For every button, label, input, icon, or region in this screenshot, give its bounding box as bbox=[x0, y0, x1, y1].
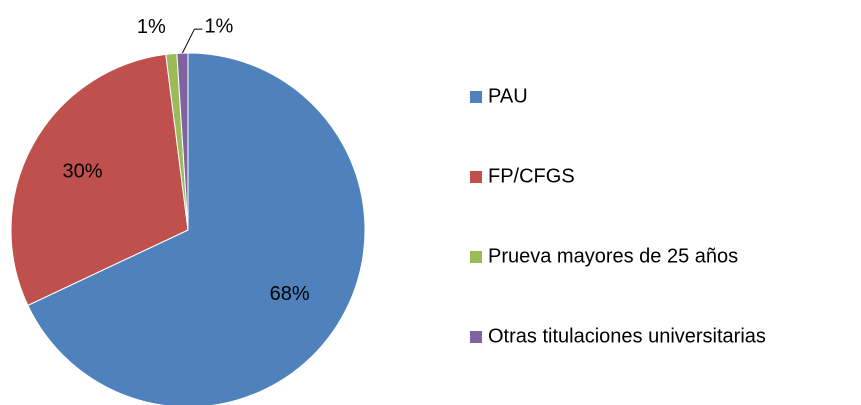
legend-swatch bbox=[470, 331, 482, 343]
legend-label: PAU bbox=[488, 85, 528, 107]
legend-label: FP/CFGS bbox=[488, 165, 575, 187]
data-label: 68% bbox=[270, 283, 310, 305]
legend-label: Otras titulaciones universitarias bbox=[488, 325, 766, 347]
legend-swatch bbox=[470, 251, 482, 263]
data-label: 1% bbox=[137, 16, 166, 38]
pie-slice bbox=[27, 52, 366, 405]
pie-slice bbox=[176, 52, 189, 231]
data-label: 1% bbox=[204, 15, 233, 37]
pie-slice bbox=[10, 53, 189, 307]
legend-swatch bbox=[470, 171, 482, 183]
data-label: 30% bbox=[63, 160, 103, 182]
legend-swatch bbox=[470, 91, 482, 103]
legend-label: Prueva mayores de 25 años bbox=[488, 245, 738, 267]
leader-line bbox=[181, 28, 203, 54]
